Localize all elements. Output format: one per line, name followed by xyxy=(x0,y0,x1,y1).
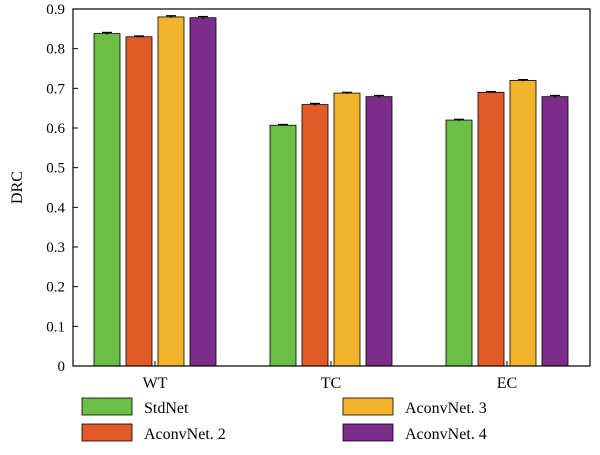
y-tick-label: 0.9 xyxy=(46,2,65,18)
error-bars-layer xyxy=(102,15,560,127)
y-tick-label: 0 xyxy=(58,359,66,375)
bar-tc-3 xyxy=(365,96,393,367)
legend: StdNet AconvNet. 2 AconvNet. 3 AconvNet. 4 xyxy=(81,397,487,443)
y-tick-label: 0.2 xyxy=(46,280,65,296)
legend-label-3: AconvNet. 4 xyxy=(405,426,487,443)
y-axis-label: DRC xyxy=(9,171,26,204)
bar-tc-0 xyxy=(269,124,297,367)
bar-ec-1 xyxy=(477,91,505,367)
legend-label-2: AconvNet. 3 xyxy=(405,400,487,417)
y-tick-label: 0.6 xyxy=(46,121,65,137)
x-tick-label-wt: WT xyxy=(143,375,168,392)
legend-label-0: StdNet xyxy=(144,400,189,417)
legend-swatch-0 xyxy=(81,397,133,416)
bar-tc-1 xyxy=(301,104,329,367)
bar-ec-0 xyxy=(445,119,473,367)
y-tick-label: 0.5 xyxy=(46,161,65,177)
y-tick-label: 0.4 xyxy=(46,200,65,216)
y-tick-label: 0.8 xyxy=(46,42,65,58)
bar-ec-2 xyxy=(509,80,537,367)
y-tick-label: 0.7 xyxy=(46,81,65,97)
legend-label-1: AconvNet. 2 xyxy=(144,426,226,443)
y-tick-label: 0.3 xyxy=(46,240,65,256)
x-tick-label-tc: TC xyxy=(321,375,341,392)
bar-tc-2 xyxy=(333,92,361,367)
x-tick-label-ec: EC xyxy=(497,375,517,392)
legend-swatch-3 xyxy=(342,423,394,442)
legend-swatch-2 xyxy=(342,397,394,416)
legend-swatch-1 xyxy=(81,423,133,442)
bar-wt-3 xyxy=(189,17,217,367)
bar-ec-3 xyxy=(541,96,569,367)
x-axis-ticks: WT TC EC xyxy=(143,361,517,392)
bar-wt-1 xyxy=(125,36,153,367)
bars-layer xyxy=(93,16,569,367)
bar-wt-2 xyxy=(157,16,185,367)
y-tick-label: 0.1 xyxy=(46,319,65,335)
bar-wt-0 xyxy=(93,33,121,367)
y-axis-ticks: 0 0.1 0.2 0.3 0.4 0.5 0.6 0.7 0.8 0.9 xyxy=(46,2,78,375)
